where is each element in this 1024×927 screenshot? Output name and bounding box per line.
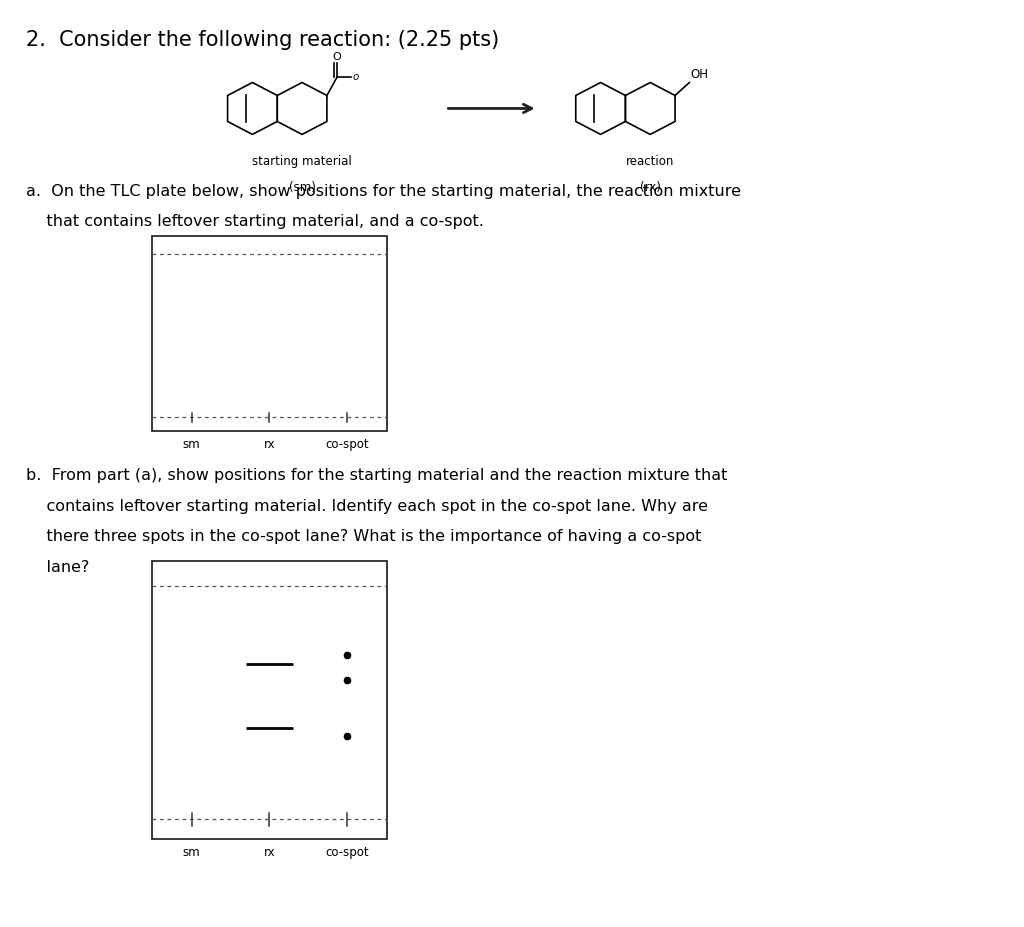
Text: rx: rx bbox=[263, 846, 275, 859]
Text: sm: sm bbox=[182, 846, 201, 859]
Text: co-spot: co-spot bbox=[326, 438, 369, 451]
Text: contains leftover starting material. Identify each spot in the co-spot lane. Why: contains leftover starting material. Ide… bbox=[26, 499, 708, 514]
Bar bbox=[152, 236, 387, 431]
Text: O: O bbox=[333, 52, 341, 62]
Text: starting material: starting material bbox=[252, 155, 352, 168]
Text: co-spot: co-spot bbox=[326, 846, 369, 859]
Text: reaction: reaction bbox=[626, 155, 675, 168]
Text: o: o bbox=[352, 72, 359, 83]
Text: rx: rx bbox=[263, 438, 275, 451]
Text: (sm): (sm) bbox=[289, 181, 315, 194]
Bar bbox=[152, 561, 387, 839]
Text: 2.  Consider the following reaction: (2.25 pts): 2. Consider the following reaction: (2.2… bbox=[26, 30, 499, 50]
Text: (rx): (rx) bbox=[640, 181, 660, 194]
Text: a.  On the TLC plate below, show positions for the starting material, the reacti: a. On the TLC plate below, show position… bbox=[26, 184, 740, 198]
Text: sm: sm bbox=[182, 438, 201, 451]
Text: lane?: lane? bbox=[26, 560, 89, 575]
Text: that contains leftover starting material, and a co-spot.: that contains leftover starting material… bbox=[26, 214, 483, 229]
Text: OH: OH bbox=[691, 69, 709, 82]
Text: b.  From part (a), show positions for the starting material and the reaction mix: b. From part (a), show positions for the… bbox=[26, 468, 727, 483]
Text: there three spots in the co-spot lane? What is the importance of having a co-spo: there three spots in the co-spot lane? W… bbox=[26, 529, 701, 544]
